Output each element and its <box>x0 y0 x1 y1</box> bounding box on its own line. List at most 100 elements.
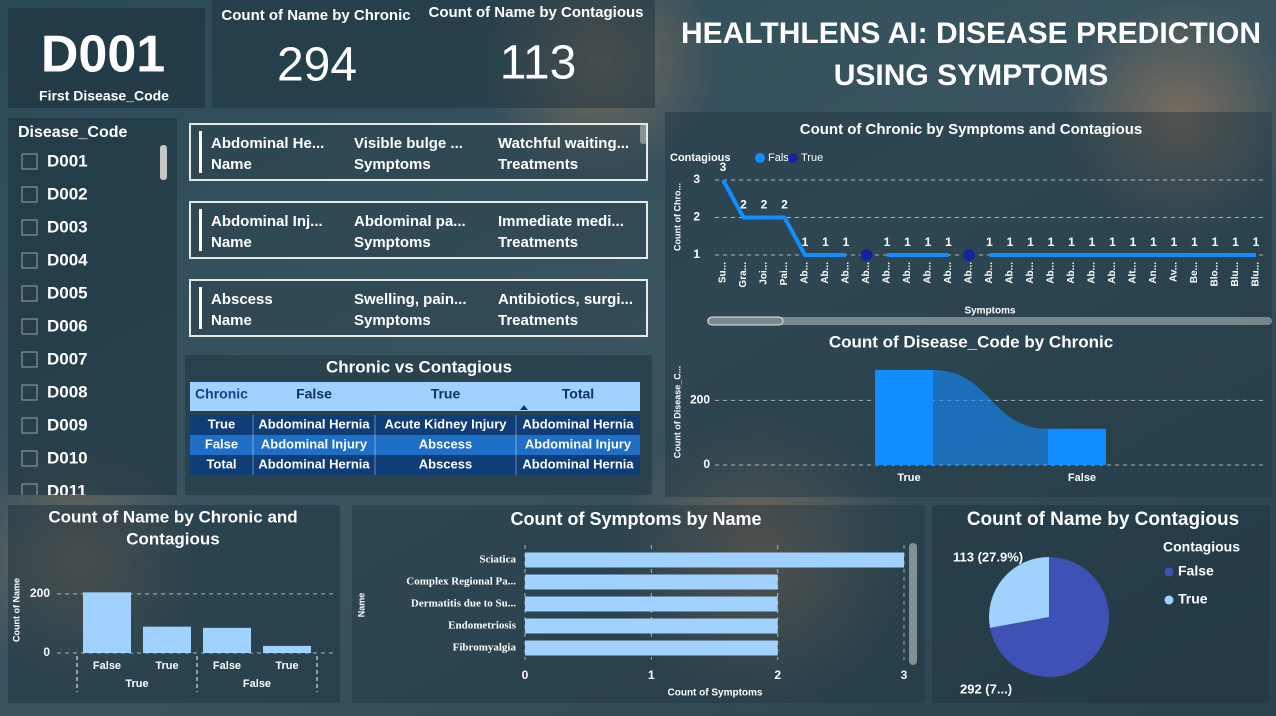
checkbox[interactable] <box>21 186 38 203</box>
x-group-label: True <box>125 678 148 690</box>
detail-value: Abscess <box>211 291 273 308</box>
detail-label: Symptoms <box>354 234 431 251</box>
bar <box>83 592 131 653</box>
detail-label: Name <box>211 156 252 173</box>
legend-title: Contagious <box>670 152 731 164</box>
detail-label: Treatments <box>498 312 578 329</box>
detail-value: Antibiotics, surgi... <box>498 291 633 308</box>
matrix-row <box>190 455 640 475</box>
x-tick-label: True <box>155 660 178 672</box>
x-tick-label: Joi... <box>759 262 770 285</box>
card-value: 113 <box>500 37 577 90</box>
x-tick-label: Ab... <box>943 262 954 284</box>
checkbox[interactable] <box>21 384 38 401</box>
line-point <box>860 249 873 261</box>
y-tick-label: Sciatica <box>479 554 516 566</box>
checkbox[interactable] <box>21 450 38 467</box>
data-label: 1 <box>1130 235 1137 249</box>
scrollbar[interactable] <box>707 316 784 326</box>
y-axis-label: Count of Chro... <box>672 183 682 251</box>
detail-value: Abdominal Inj... <box>211 213 323 230</box>
x-axis-label: Count of Symptoms <box>668 688 763 699</box>
dashboard-title: USING SYMPTOMS <box>834 59 1108 92</box>
x-tick-label: Ab... <box>882 262 893 284</box>
data-label: 2 <box>761 198 768 212</box>
detail-value: Swelling, pain... <box>354 291 467 308</box>
detail-label: Symptoms <box>354 312 431 329</box>
matrix-title: Chronic vs Contagious <box>326 357 512 376</box>
x-tick-label: Gra... <box>738 262 749 288</box>
data-label: 1 <box>1048 235 1055 249</box>
slicer-item: D005 <box>47 283 88 302</box>
bar <box>875 369 933 465</box>
data-label: 1 <box>1150 235 1157 249</box>
scrollbar[interactable] <box>909 543 917 665</box>
data-label: 1 <box>904 235 911 249</box>
checkbox[interactable] <box>21 417 38 434</box>
matrix-cell: Total <box>206 456 236 471</box>
matrix-cell: Abdominal Hernia <box>522 416 634 431</box>
legend-label: False <box>768 152 795 164</box>
checkbox[interactable] <box>21 483 38 499</box>
y-tick-label: Complex Regional Pa... <box>406 576 516 588</box>
data-label: 1 <box>1027 235 1034 249</box>
slicer-item: D010 <box>47 448 88 467</box>
matrix-cell: Abdominal Hernia <box>258 456 370 471</box>
checkbox[interactable] <box>21 351 38 368</box>
checkbox[interactable] <box>21 219 38 236</box>
y-tick-label: 0 <box>43 645 50 659</box>
slicer-panel <box>8 118 177 495</box>
matrix-header <box>190 382 640 411</box>
data-label: 1 <box>843 235 850 249</box>
chart-title: Count of Name by Chronic and <box>48 507 297 526</box>
card-accent <box>199 209 202 251</box>
slicer-title: Disease_Code <box>18 124 127 141</box>
x-tick-label: 2 <box>774 668 781 682</box>
y-tick-label: 3 <box>693 172 700 186</box>
y-tick-label: 1 <box>693 247 700 261</box>
legend-marker <box>788 153 798 163</box>
scrollbar[interactable] <box>640 124 647 144</box>
matrix-cell: False <box>205 436 238 451</box>
x-tick-label: 3 <box>901 668 908 682</box>
detail-value: Abdominal pa... <box>354 213 466 230</box>
x-tick-label: Ab... <box>923 262 934 284</box>
card-label: Count of Name by Chronic <box>221 7 410 24</box>
card-panel <box>212 0 655 108</box>
pie-slice <box>989 557 1110 678</box>
data-label: 1 <box>1253 235 1260 249</box>
detail-value: Watchful waiting... <box>498 135 629 152</box>
x-tick-label: Ab... <box>984 262 995 284</box>
checkbox[interactable] <box>21 318 38 335</box>
detail-label: Treatments <box>498 234 578 251</box>
matrix-cell: Abscess <box>419 456 472 471</box>
scrollbar[interactable] <box>160 145 167 180</box>
x-tick-label: 1 <box>648 668 655 682</box>
x-tick-label: Ab... <box>1087 262 1098 284</box>
matrix-cell: Acute Kidney Injury <box>384 416 507 431</box>
slicer-item: D011 <box>47 481 87 500</box>
bar <box>143 626 191 653</box>
y-axis-label: Count of Disease_C... <box>672 366 682 459</box>
legend-title: Contagious <box>1163 539 1240 555</box>
x-tick-label: Ab... <box>820 262 831 284</box>
chart-title: Contagious <box>126 529 220 548</box>
checkbox[interactable] <box>21 153 38 170</box>
data-label: 1 <box>1212 235 1219 249</box>
data-label: 1 <box>1191 235 1198 249</box>
matrix-row <box>190 415 640 435</box>
x-tick-label: Alt... <box>1128 262 1139 284</box>
detail-label: Treatments <box>498 156 578 173</box>
data-label: 1 <box>1068 235 1075 249</box>
data-label: 1 <box>945 235 952 249</box>
chart-panel <box>8 505 340 703</box>
detail-card <box>189 123 648 181</box>
ribbon-connector <box>933 369 1048 465</box>
chart-title: Count of Disease_Code by Chronic <box>829 332 1113 351</box>
x-tick-label: Ab... <box>1025 262 1036 284</box>
y-axis-label: Name <box>356 593 366 618</box>
matrix-cell: Abdominal Injury <box>261 436 368 451</box>
checkbox[interactable] <box>21 252 38 269</box>
checkbox[interactable] <box>21 285 38 302</box>
x-tick-label: Ab... <box>902 262 913 284</box>
